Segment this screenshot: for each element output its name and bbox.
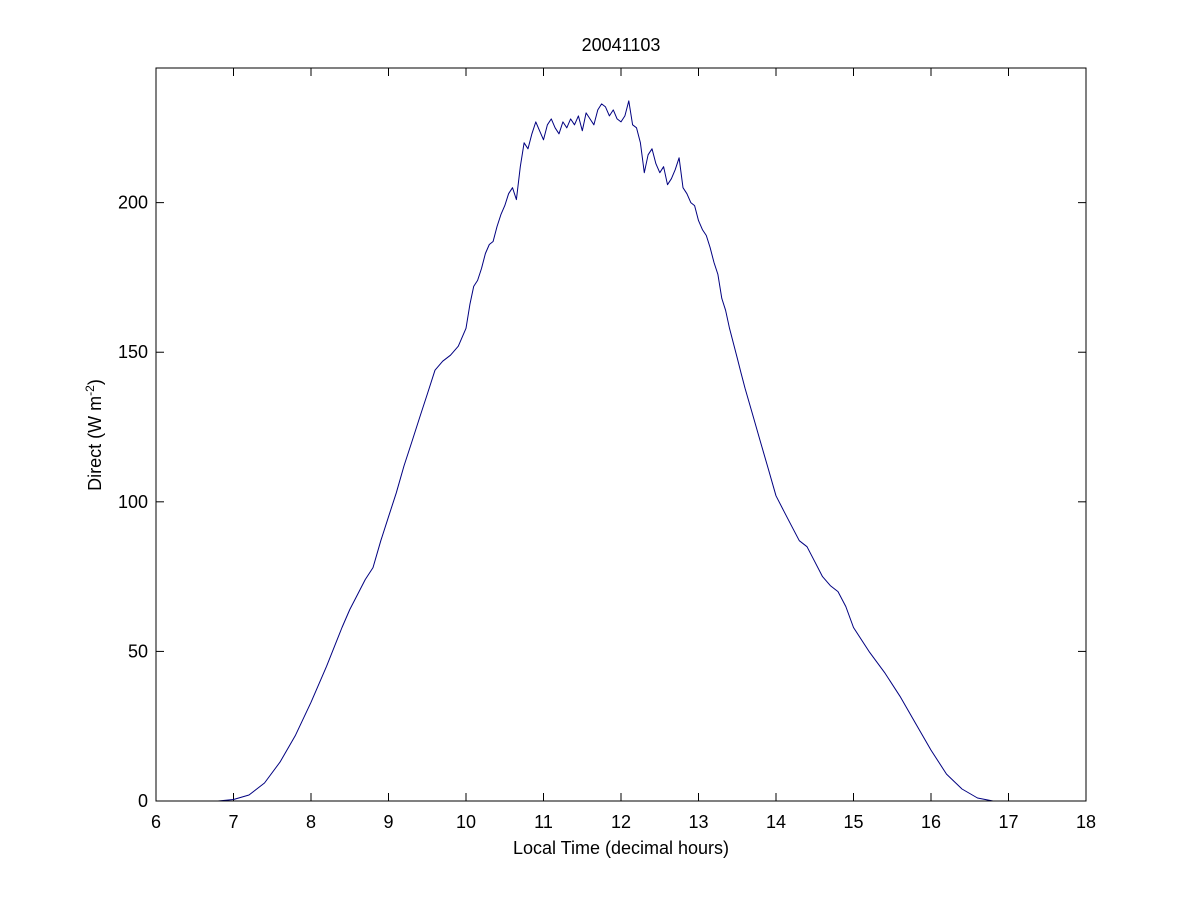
series-group xyxy=(217,100,1001,802)
plot-frame xyxy=(155,67,1087,802)
y-axis-title: Direct (W m-2) xyxy=(83,379,105,491)
plot-area xyxy=(156,68,1086,801)
x-tick-label: 15 xyxy=(843,812,863,832)
y-axis-title-close: ) xyxy=(85,379,105,385)
y-tick-label: 200 xyxy=(118,193,148,213)
y-tick-label: 100 xyxy=(118,492,148,512)
x-tick-label: 13 xyxy=(688,812,708,832)
x-tick-label: 11 xyxy=(534,812,553,832)
y-axis-title-base: Direct (W m xyxy=(85,396,105,491)
chart-title: 20041103 xyxy=(582,35,661,55)
x-axis-ticks: 6 7 8 9 10 11 12 13 14 15 16 17 18 xyxy=(151,68,1096,832)
x-tick-label: 6 xyxy=(151,812,161,832)
x-tick-label: 7 xyxy=(228,812,238,832)
x-tick-label: 10 xyxy=(456,812,476,832)
x-tick-label: 18 xyxy=(1076,812,1096,832)
x-tick-label: 8 xyxy=(306,812,316,832)
y-tick-label: 150 xyxy=(118,342,148,362)
x-tick-label: 9 xyxy=(383,812,393,832)
x-tick-label: 12 xyxy=(611,812,631,832)
y-tick-label: 50 xyxy=(128,641,148,661)
y-axis-ticks: 0 50 100 150 200 xyxy=(118,193,1086,811)
x-tick-label: 14 xyxy=(766,812,786,832)
y-axis-title-superscript: -2 xyxy=(83,385,97,396)
series-line xyxy=(217,100,1001,802)
x-axis-title: Local Time (decimal hours) xyxy=(513,838,729,858)
x-tick-label: 17 xyxy=(998,812,1018,832)
y-tick-label: 0 xyxy=(138,791,148,811)
x-tick-label: 16 xyxy=(921,812,941,832)
